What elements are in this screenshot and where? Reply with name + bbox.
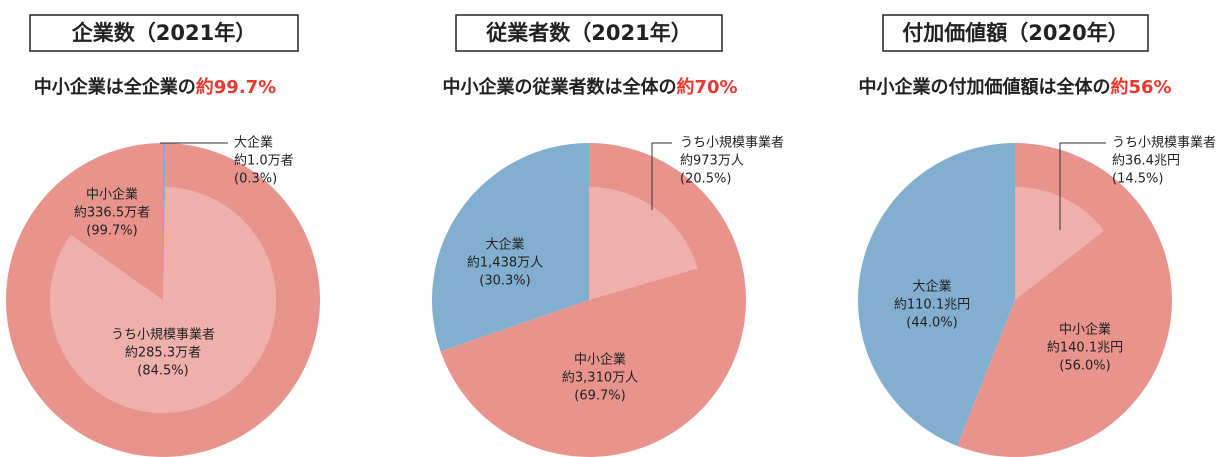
chart-title: 従業者数（2021年） <box>485 21 691 45</box>
slice-label: 約140.1兆円 <box>1047 341 1123 356</box>
slice-label: 中小企業 <box>86 187 138 203</box>
slice-label: 約36.4兆円 <box>1112 154 1180 169</box>
slice-label: 大企業 <box>485 237 524 253</box>
slice-label: (99.7%) <box>86 224 137 239</box>
title-box <box>29 14 299 52</box>
slice-label: 大企業 <box>912 279 951 295</box>
slice-label: (56.0%) <box>1059 359 1110 374</box>
pie-slice <box>432 143 589 352</box>
pie-slice <box>163 143 166 300</box>
slice-label: うち小規模事業者 <box>1112 135 1216 151</box>
slice-label: うち小規模事業者 <box>680 135 784 151</box>
subtitle-text: 中小企業の付加価値額は全体の <box>858 76 1110 98</box>
title-box <box>882 14 1149 52</box>
slice-label: 中小企業 <box>1059 322 1111 338</box>
subtitle-highlight: 約99.7% <box>196 76 276 98</box>
inner-sector <box>49 186 277 414</box>
slice-label: うち小規模事業者 <box>111 327 215 343</box>
pie-slice <box>957 143 1173 457</box>
title-box <box>455 14 723 52</box>
chart-title: 付加価値額（2020年） <box>902 21 1128 45</box>
subtitle: 中小企業の付加価値額は全体の約56% <box>858 76 1171 98</box>
slice-label: (69.7%) <box>574 389 625 404</box>
slice-label: 約336.5万者 <box>74 206 150 221</box>
subtitle: 中小企業は全企業の約99.7% <box>34 76 276 98</box>
slice-label: 約1,438万人 <box>467 256 543 271</box>
leader-line <box>651 142 672 210</box>
slice-label: (20.5%) <box>680 172 731 187</box>
slice-label: (0.3%) <box>234 172 277 187</box>
slice-label: 約973万人 <box>680 154 744 169</box>
slice-label: 大企業 <box>234 135 273 151</box>
leader-line <box>1059 142 1106 230</box>
slice-label: (14.5%) <box>1112 172 1163 187</box>
subtitle-text: 中小企業の従業者数は全体の <box>442 76 676 98</box>
slice-label: 約285.3万者 <box>125 346 201 361</box>
subtitle: 中小企業の従業者数は全体の約70% <box>442 76 737 98</box>
slice-label: 約1.0万者 <box>234 154 294 169</box>
slice-label: 中小企業 <box>574 352 626 368</box>
slice-label: (84.5%) <box>137 364 188 379</box>
pie-slice <box>858 143 1015 446</box>
slice-label: 約3,310万人 <box>562 371 638 386</box>
slice-label: (44.0%) <box>906 316 957 331</box>
inner-sector <box>1015 186 1105 300</box>
subtitle-highlight: 約70% <box>676 76 737 98</box>
slice-label: (30.3%) <box>479 274 530 289</box>
slice-label: 約110.1兆円 <box>894 298 970 313</box>
chart-title: 企業数（2021年） <box>71 21 256 45</box>
subtitle-highlight: 約56% <box>1110 76 1171 98</box>
inner-sector <box>589 186 698 300</box>
subtitle-text: 中小企業は全企業の <box>34 76 196 98</box>
